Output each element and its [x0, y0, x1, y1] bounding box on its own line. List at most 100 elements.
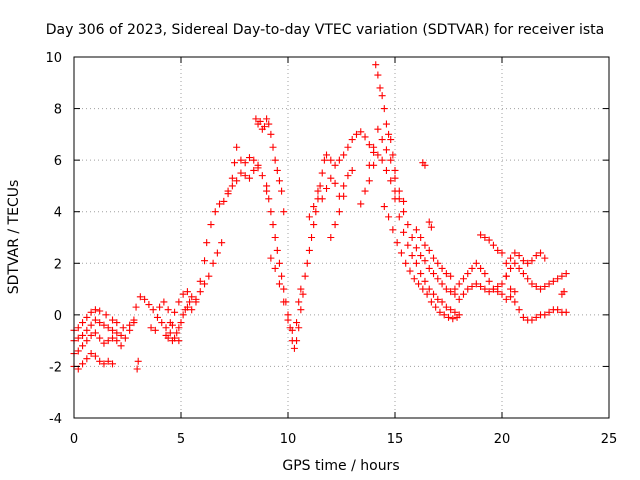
data-point [387, 177, 395, 185]
data-point [417, 252, 425, 260]
data-point [265, 120, 273, 128]
data-point [175, 337, 183, 345]
data-point [126, 326, 134, 334]
y-tick-label: 4 [54, 206, 62, 221]
data-point [87, 331, 95, 339]
data-point [442, 285, 450, 293]
data-point [541, 282, 549, 290]
data-point [241, 172, 249, 180]
data-point [87, 321, 95, 329]
data-point [406, 267, 414, 275]
data-point [335, 156, 343, 164]
data-point [340, 192, 348, 200]
data-point [537, 249, 545, 257]
data-point [481, 270, 489, 278]
data-point [117, 331, 125, 339]
data-point [271, 234, 279, 241]
data-point [109, 316, 117, 324]
data-point [459, 290, 467, 298]
data-point [447, 288, 455, 296]
data-point [442, 303, 450, 311]
data-point [273, 246, 281, 254]
data-point [211, 208, 219, 216]
data-point [100, 339, 108, 347]
data-point [109, 360, 117, 368]
x-tick-label: 15 [387, 432, 404, 447]
data-point [297, 285, 305, 293]
data-point [301, 272, 309, 280]
data-point [252, 115, 260, 123]
data-point [464, 285, 472, 293]
y-tick-label: 0 [54, 309, 62, 324]
data-point [554, 275, 562, 283]
data-point [412, 226, 420, 234]
data-point [464, 270, 472, 278]
y-tick-label: -2 [49, 360, 62, 375]
data-point [331, 161, 339, 169]
data-point [502, 295, 510, 303]
data-point [175, 298, 183, 306]
data-point [275, 259, 283, 267]
data-point [201, 280, 209, 288]
data-point [515, 306, 523, 314]
data-point [258, 172, 266, 180]
data-point [83, 337, 91, 345]
data-point [109, 326, 117, 334]
data-point [228, 182, 236, 190]
data-point [549, 277, 557, 285]
data-point [498, 280, 506, 288]
data-point [357, 128, 365, 136]
y-axis-label: SDTVAR / TECUs [6, 180, 22, 295]
data-point [79, 331, 87, 339]
data-point [205, 272, 213, 280]
data-point [323, 151, 331, 159]
data-point [147, 324, 155, 332]
data-point [335, 208, 343, 216]
data-point [442, 270, 450, 278]
data-point [434, 295, 442, 303]
data-point [511, 288, 519, 296]
data-point [485, 288, 493, 296]
data-point [425, 218, 433, 226]
data-point [468, 264, 476, 272]
data-point [511, 259, 519, 267]
data-point [224, 187, 232, 195]
data-point [278, 272, 286, 280]
data-point [524, 275, 532, 283]
data-point [267, 130, 275, 138]
data-point [149, 306, 157, 314]
data-point [562, 308, 570, 316]
data-point [87, 350, 95, 358]
data-point [385, 130, 393, 138]
chart-title: Day 306 of 2023, Sidereal Day-to-day VTE… [46, 22, 604, 38]
data-point [365, 161, 373, 169]
data-point [280, 298, 288, 306]
data-point [162, 324, 170, 332]
data-point [168, 337, 176, 345]
data-point [327, 156, 335, 164]
data-point [400, 197, 408, 205]
data-point [361, 133, 369, 141]
axis-tick-labels: 0 5 10 15 20 25 -4 -2 0 2 4 6 8 10 [45, 51, 617, 447]
data-point [389, 226, 397, 234]
data-point [477, 282, 485, 290]
data-point [507, 264, 515, 272]
data-point [477, 264, 485, 272]
data-point [459, 275, 467, 283]
data-point [507, 254, 515, 262]
data-point [447, 272, 455, 280]
data-point [102, 311, 110, 319]
data-point [352, 130, 360, 138]
data-point [344, 172, 352, 180]
x-tick-label: 0 [70, 432, 78, 447]
data-point [280, 208, 288, 216]
data-point [560, 288, 568, 296]
data-point [455, 295, 463, 303]
data-point [515, 252, 523, 260]
y-tick-label: 2 [54, 257, 62, 272]
data-point [554, 306, 562, 314]
data-point [196, 277, 204, 285]
data-point [489, 241, 497, 249]
data-point [545, 280, 553, 288]
